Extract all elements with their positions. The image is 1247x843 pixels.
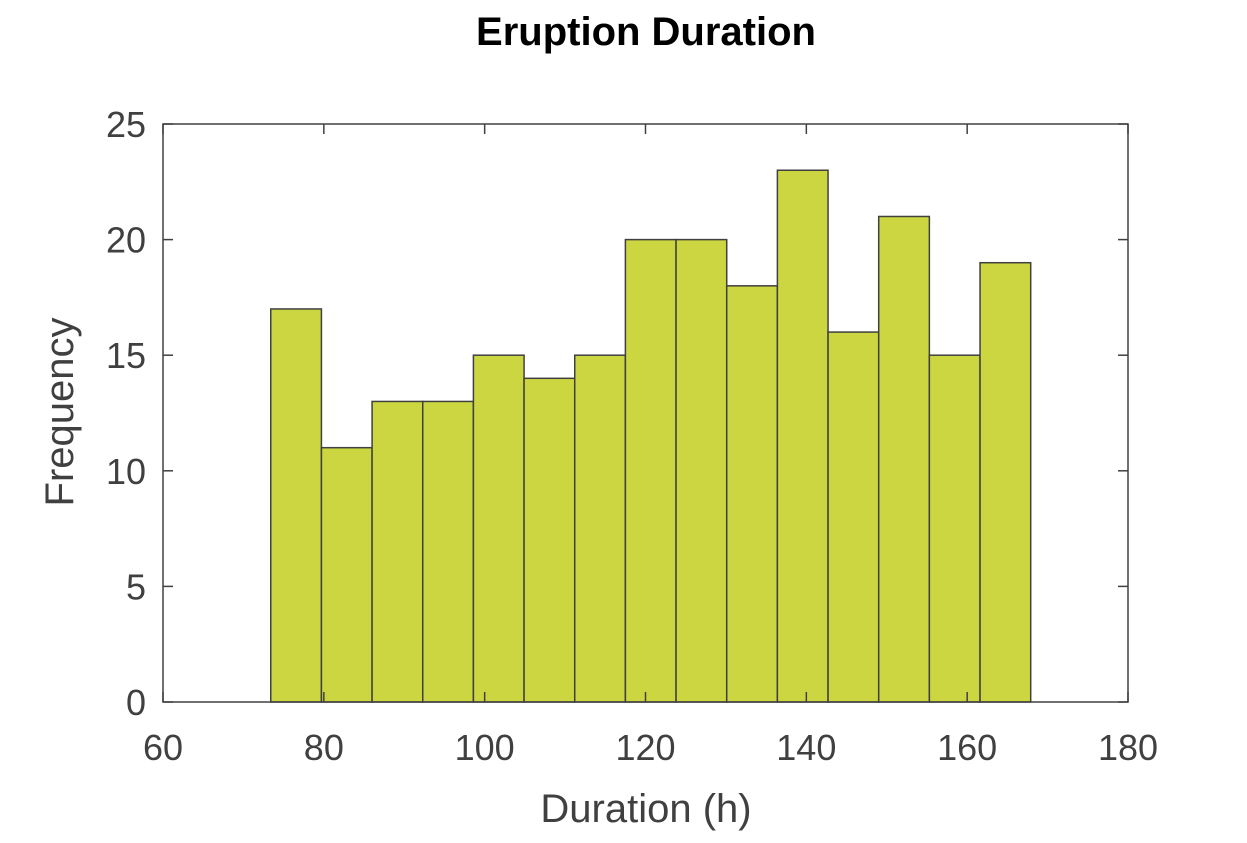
- histogram-bar: [979, 261, 1032, 703]
- histogram-bar: [270, 308, 323, 703]
- histogram-bar: [320, 446, 373, 703]
- histogram-bar: [675, 238, 728, 703]
- histogram-bar: [421, 400, 475, 703]
- x-tick-label: 100: [455, 727, 515, 768]
- x-axis-label: Duration (h): [540, 787, 751, 831]
- y-tick-label: 0: [126, 682, 146, 723]
- x-tick-label: 180: [1098, 727, 1158, 768]
- x-tick-label: 160: [937, 727, 997, 768]
- x-tick-label: 120: [615, 727, 675, 768]
- histogram-bar: [523, 377, 576, 703]
- histogram-bar: [725, 285, 779, 703]
- histogram-bar: [776, 169, 829, 703]
- y-axis-label: Frequency: [38, 318, 82, 507]
- histogram-bar: [827, 331, 880, 703]
- plot-area-box: [162, 123, 1129, 703]
- x-tick-label: 140: [776, 727, 836, 768]
- histogram-bar: [472, 354, 525, 703]
- y-tick-label: 20: [106, 220, 146, 261]
- bars-group: [270, 169, 1032, 703]
- y-tick-label: 10: [106, 451, 146, 492]
- histogram-bar: [371, 400, 424, 703]
- y-tick-label: 15: [106, 335, 146, 376]
- histogram-bar: [928, 354, 981, 703]
- histogram-bar: [573, 354, 627, 703]
- x-tick-label: 60: [143, 727, 183, 768]
- chart-title: Eruption Duration: [476, 10, 816, 54]
- y-tick-label: 5: [126, 566, 146, 607]
- histogram-bar: [624, 238, 677, 703]
- y-tick-labels: 0 5 10 15 20 25: [106, 104, 146, 723]
- x-tick-label: 80: [304, 727, 344, 768]
- x-tick-labels: 60 80 100 120 140 160 180: [143, 727, 1158, 768]
- histogram-bar: [877, 215, 931, 703]
- y-tick-label: 25: [106, 104, 146, 145]
